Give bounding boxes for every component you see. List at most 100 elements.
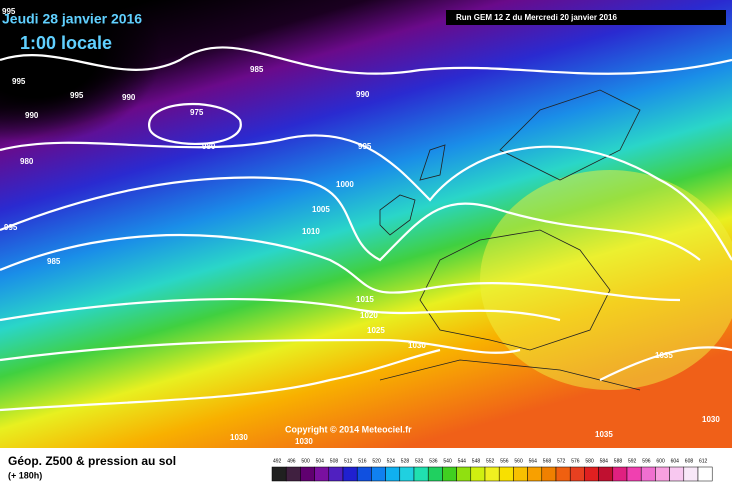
scale-label: 504 [316,458,325,464]
scale-label: 508 [330,458,339,464]
color-scale: 492 496 500 504 508 512 516 520 524 528 532 536 540 5… [271,458,713,482]
scale-label: 532 [415,458,424,464]
isobar-label: 1005 [312,205,330,214]
scale-label: 604 [671,458,680,464]
scale-label: 596 [642,458,651,464]
scale-swatch [300,466,315,482]
scale-label: 560 [514,458,523,464]
ridge-area [480,170,732,390]
isobar-label: 1020 [360,311,378,320]
scale-swatch [683,466,699,482]
isobar-label: 995 [4,223,18,232]
scale-swatch [484,466,500,482]
isobar-label: 1035 [595,430,613,439]
isobar-label: 1000 [336,180,354,189]
isobar-label: 980 [202,142,216,151]
scale-swatch [328,466,344,482]
isobar-label: 1030 [230,433,248,442]
isobar-label: 985 [250,65,264,74]
coastlines [379,89,641,391]
scale-swatch [584,466,599,482]
scale-label: 572 [557,458,566,464]
scale-swatch [371,466,386,482]
scale-label: 492 [273,458,282,464]
low-area [0,0,360,260]
map: 995 985 995 995 990 975 990 980 990 995 980 1000 100… [0,0,732,448]
scale-label: 540 [443,458,452,464]
scale-swatch [399,466,415,482]
scale-swatch [669,466,685,482]
scale-swatch [697,466,713,482]
scale-label: 584 [600,458,609,464]
scale-swatch [356,466,372,482]
scale-swatch [655,466,670,482]
copyright: Copyright © 2014 Meteociel.fr [285,424,412,434]
scale-swatch [527,466,543,482]
isobars [0,46,732,412]
scale-label: 536 [429,458,438,464]
scale-swatch [555,466,571,482]
scale-label: 544 [458,458,467,464]
scale-swatch [342,466,358,482]
scale-label: 520 [372,458,381,464]
scale-swatch [498,466,514,482]
isobar-label: 1025 [367,326,385,335]
isobar-label: 990 [25,111,39,120]
isobar-labels: 995 985 995 995 990 975 990 980 990 995 980 1000 100… [2,7,720,446]
isobar-label: 990 [356,90,370,99]
scale-label: 592 [628,458,637,464]
scale-swatch [626,466,642,482]
isobar-label: 990 [122,93,136,102]
isobar-label: 1030 [408,341,426,350]
scale-swatch [470,466,486,482]
scale-swatch [541,466,557,482]
scale-label: 580 [585,458,594,464]
scale-label: 548 [472,458,481,464]
scale-label: 576 [571,458,580,464]
isobar-label: 995 [358,142,372,151]
scale-swatch [285,466,301,482]
scale-label: 500 [301,458,310,464]
run-box [446,10,726,25]
isobar-label: 995 [2,7,16,16]
scale-label: 612 [699,458,708,464]
scale-label: 524 [387,458,396,464]
isobar-label: 995 [70,91,84,100]
scale-swatch [385,466,401,482]
isobar-label: 980 [20,157,34,166]
scale-label: 600 [656,458,665,464]
isobar-label: 975 [190,108,204,117]
scale-swatch [413,466,429,482]
scale-label: 516 [358,458,367,464]
scale-swatch [427,466,443,482]
scale-label: 552 [486,458,495,464]
scale-label: 512 [344,458,353,464]
isobar-label: 1010 [302,227,320,236]
scale-label: 564 [529,458,538,464]
footer-title: Géop. Z500 & pression au sol [8,454,176,468]
scale-label: 588 [614,458,623,464]
scale-swatch [612,466,628,482]
scale-swatch [442,466,457,482]
isobar-label: 1035 [655,351,673,360]
isobar-label: 1030 [702,415,720,424]
run-info: Run GEM 12 Z du Mercredi 20 janvier 2016 [456,13,618,22]
scale-label: 568 [543,458,552,464]
scale-swatch [598,466,614,482]
isobar-label: 995 [12,77,26,86]
forecast-time: 1:00 locale [20,33,112,53]
scale-label: 608 [685,458,694,464]
scale-swatch [271,466,287,482]
isobar-label: 985 [47,257,61,266]
scale-label: 528 [401,458,410,464]
scale-swatch [456,466,472,482]
forecast-date: Jeudi 28 janvier 2016 [2,11,142,27]
scale-label: 496 [287,458,296,464]
isobar-label: 1030 [295,437,313,446]
scale-swatch [513,466,528,482]
footer: Géop. Z500 & pression au sol (+ 180h) 49… [8,454,713,482]
isobar-label: 1015 [356,295,374,304]
lead-time: (+ 180h) [8,470,42,480]
scale-swatch [314,466,330,482]
